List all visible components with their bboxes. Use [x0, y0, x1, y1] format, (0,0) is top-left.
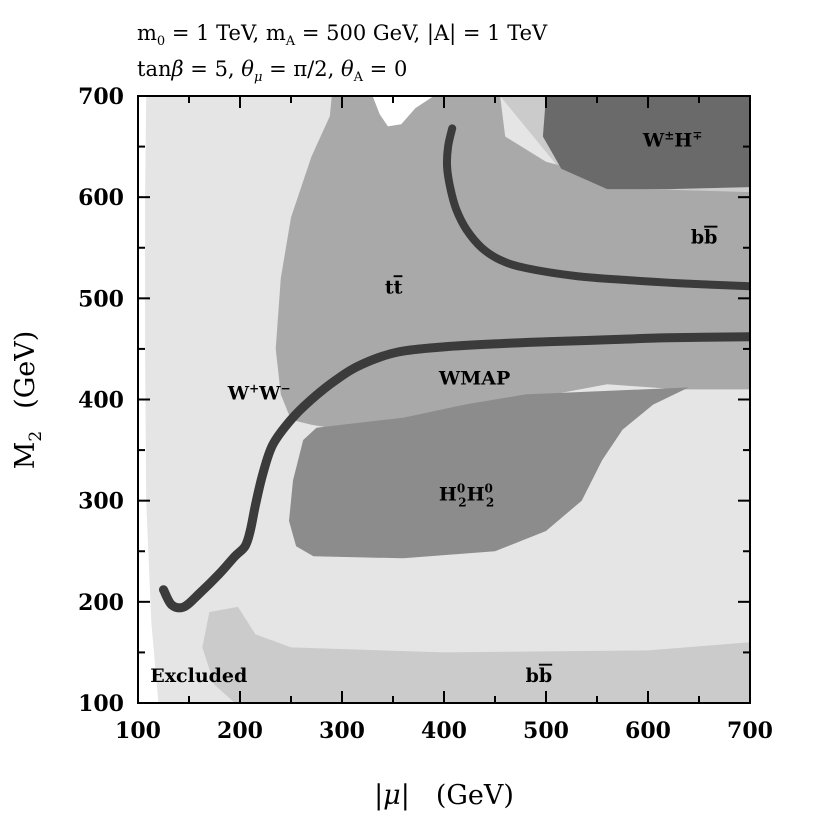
- label-h2h2: H0 2H0 2: [439, 482, 494, 510]
- y-tick-label: 400: [78, 388, 124, 414]
- x-tick-label: 500: [523, 718, 569, 744]
- label-wh: W±H∓: [642, 129, 702, 152]
- wmap-curves-layer: [159, 124, 750, 613]
- plot-area: [137, 95, 751, 704]
- x-tick-label: 700: [727, 718, 773, 744]
- region-w-h-: [542, 96, 750, 190]
- chart-title: m0 = 1 TeV, mA = 500 GeV, |A| = 1 TeV ta…: [137, 21, 548, 85]
- region-white-notch: [372, 96, 434, 127]
- x-tick-label: 400: [421, 718, 467, 744]
- y-tick-label: 300: [78, 489, 124, 515]
- y-tick-label: 200: [78, 590, 124, 616]
- label-wmap: WMAP: [438, 367, 510, 389]
- curve-wmap-lower: [159, 332, 750, 613]
- y-tick-label: 700: [78, 84, 124, 110]
- label-tt: tt: [385, 276, 403, 298]
- y-tick-label: 100: [78, 691, 124, 717]
- label-excluded: Excluded: [150, 665, 247, 687]
- y-tick-label: 600: [78, 185, 124, 211]
- title-line-1: m0 = 1 TeV, mA = 500 GeV, |A| = 1 TeV: [137, 21, 548, 49]
- label-ww: W+W−: [227, 382, 291, 405]
- x-tick-label: 200: [217, 718, 263, 744]
- y-axis-label: M2(GeV): [10, 331, 46, 470]
- x-tick-label: 100: [115, 718, 161, 744]
- region-h2h2: [289, 387, 689, 559]
- region-bb-low: [202, 606, 750, 703]
- x-tick-label: 300: [319, 718, 365, 744]
- tick-labels-layer: 100 200 300 400 500 600 700 100 200 300 400 500 600 7…: [78, 84, 773, 744]
- annotations-layer: W+W− tt WMAP H0 2H0 2 W±H∓ bb bb Excluded: [150, 129, 717, 687]
- title-line-2: tanβ = 5, θμ = π/2, θA = 0: [137, 57, 407, 85]
- regions-layer: [138, 96, 750, 703]
- label-bb-upper: bb: [691, 227, 718, 249]
- label-bb-lower: bb: [526, 665, 553, 687]
- y-tick-label: 500: [78, 286, 124, 312]
- x-axis-label: |μ| (GeV): [374, 780, 514, 811]
- curve-wmap-upper: [442, 124, 750, 291]
- ticks-layer: [137, 95, 751, 704]
- x-tick-label: 600: [625, 718, 671, 744]
